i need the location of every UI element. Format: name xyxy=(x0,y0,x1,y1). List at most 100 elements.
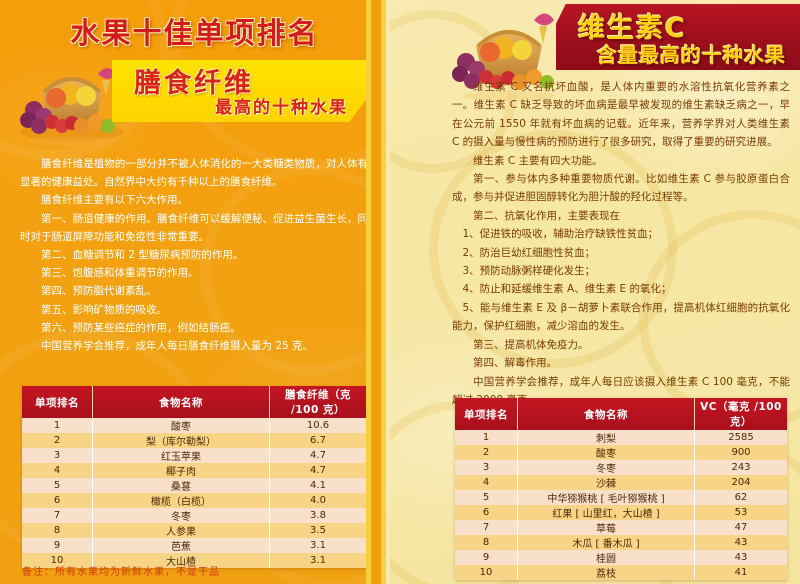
paragraph: 第一、肠道健康的作用。膳食纤维可以缓解便秘、促进益生菌生长，同时对于肠道屏障功能… xyxy=(20,212,368,243)
paragraph: 第二、血糖调节和 2 型糖尿病预防的作用。 xyxy=(41,249,244,262)
cell-food: 木瓜 [ 番木瓜 ] xyxy=(517,535,695,550)
cell-value: 10.6 xyxy=(269,418,366,433)
cell-rank: 3 xyxy=(455,460,518,475)
paragraph: 第四、解毒作用。 xyxy=(473,357,557,370)
cell-value: 900 xyxy=(694,445,787,460)
fruit-basket-image-left xyxy=(20,68,124,146)
left-body-text: 膳食纤维是植物的一部分并不被人体消化的一大类糖类物质，对人体有显著的健康益处。自… xyxy=(20,155,368,355)
cell-rank: 8 xyxy=(455,535,518,550)
cell-value: 53 xyxy=(694,505,787,520)
table-row: 9 芭蕉 3.1 xyxy=(22,538,366,553)
paragraph: 维生素 C 又名抗坏血酸，是人体内重要的水溶性抗氧化营养素之一。维生素 C 缺乏… xyxy=(452,81,790,149)
cell-rank: 9 xyxy=(455,550,518,565)
table-row: 6 橄榄（白榄） 4.0 xyxy=(22,493,366,508)
cell-value: 6.7 xyxy=(269,433,366,448)
column-header-food: 食物名称 xyxy=(92,386,270,418)
cell-food: 人参果 xyxy=(92,523,270,538)
paragraph: 第六、预防某些癌症的作用，例如结肠癌。 xyxy=(41,321,241,334)
paragraph: 2、防治巨幼红细胞性贫血； xyxy=(462,246,596,259)
cell-food: 冬枣 xyxy=(517,460,695,475)
vitamin-c-table: 单项排名 食物名称 VC（毫克 /100 克） 1 刺梨 2585 2 酸枣 900 3… xyxy=(455,398,787,580)
column-header-value: 膳食纤维（克 /100 克） xyxy=(269,386,366,418)
cell-food: 红果 [ 山里红，大山楂 ] xyxy=(517,505,695,520)
column-header-rank: 单项排名 xyxy=(22,386,93,418)
column-header-food: 食物名称 xyxy=(517,398,695,430)
cell-rank: 2 xyxy=(455,445,518,460)
cell-food: 沙棘 xyxy=(517,475,695,490)
table-row: 5 桑葚 4.1 xyxy=(22,478,366,493)
cell-rank: 9 xyxy=(22,538,93,553)
right-ribbon-title: 维生素C xyxy=(578,13,687,44)
paragraph: 中国营养学会推荐，成年人每日膳食纤维摄入量为 25 克。 xyxy=(41,340,314,353)
table-row: 10 荔枝 41 xyxy=(455,565,787,580)
cell-value: 47 xyxy=(694,520,787,535)
cell-food: 草莓 xyxy=(517,520,695,535)
fruit-basket-image-right xyxy=(452,13,555,101)
cell-food: 冬枣 xyxy=(92,508,270,523)
cell-value: 4.1 xyxy=(269,478,366,493)
column-header-value: VC（毫克 /100 克） xyxy=(694,398,787,430)
cell-food: 中华猕猴桃 [ 毛叶猕猴桃 ] xyxy=(517,490,695,505)
table-row: 3 冬枣 243 xyxy=(455,460,787,475)
left-table-footnote: 备注：所有水果均为新鲜水果，不是干品 xyxy=(22,567,220,578)
table-row: 2 梨（库尔勒梨） 6.7 xyxy=(22,433,366,448)
right-ribbon-subtitle: 含量最高的十种水果 xyxy=(597,43,786,67)
cell-rank: 2 xyxy=(22,433,93,448)
cell-rank: 4 xyxy=(455,475,518,490)
table-header-row: 单项排名 食物名称 VC（毫克 /100 克） xyxy=(455,398,787,430)
cell-food: 荔枝 xyxy=(517,565,695,580)
cell-value: 4.7 xyxy=(269,463,366,478)
paragraph: 第五、影响矿物质的吸收。 xyxy=(41,303,167,316)
table-row: 1 刺梨 2585 xyxy=(455,430,787,445)
paragraph: 第三、饱腹感和体重调节的作用。 xyxy=(41,267,199,280)
cell-food: 椰子肉 xyxy=(92,463,270,478)
cell-value: 4.7 xyxy=(269,448,366,463)
paragraph: 第二、抗氧化作用，主要表现在 xyxy=(473,209,620,222)
right-ribbon-banner: 维生素C 含量最高的十种水果 xyxy=(556,4,800,70)
cell-food: 大山楂 xyxy=(92,553,270,568)
table-row: 4 沙棘 204 xyxy=(455,475,787,490)
paragraph: 第四、预防脂代谢紊乱。 xyxy=(41,285,157,298)
cell-value: 204 xyxy=(694,475,787,490)
left-ribbon-title: 膳食纤维 xyxy=(134,68,254,99)
cell-food: 红玉苹果 xyxy=(92,448,270,463)
cell-rank: 10 xyxy=(455,565,518,580)
table-row: 5 中华猕猴桃 [ 毛叶猕猴桃 ] 62 xyxy=(455,490,787,505)
paragraph: 第三、提高机体免疫力。 xyxy=(473,338,589,351)
cell-food: 酸枣 xyxy=(92,418,270,433)
cell-value: 3.1 xyxy=(269,538,366,553)
cell-rank: 10 xyxy=(22,553,93,568)
cell-rank: 4 xyxy=(22,463,93,478)
cell-food: 桂圆 xyxy=(517,550,695,565)
dietary-fiber-table: 单项排名 食物名称 膳食纤维（克 /100 克） 1 酸枣 10.6 2 梨（库尔勒梨… xyxy=(22,386,366,568)
table-row: 7 冬枣 3.8 xyxy=(22,508,366,523)
cell-food: 刺梨 xyxy=(517,430,695,445)
poster-main-title: 水果十佳单项排名 xyxy=(70,16,319,50)
cell-food: 橄榄（白榄） xyxy=(92,493,270,508)
left-panel: 水果十佳单项排名 xyxy=(0,0,389,584)
paragraph: 5、能与维生素 E 及 β－胡萝卜素联合作用，提高机体红细胞的抗氧化能力，保护红… xyxy=(452,301,790,333)
paragraph: 3、预防动脉粥样硬化发生； xyxy=(462,265,596,278)
cell-rank: 1 xyxy=(22,418,93,433)
table-row: 8 木瓜 [ 番木瓜 ] 43 xyxy=(455,535,787,550)
cell-value: 62 xyxy=(694,490,787,505)
table-row: 1 酸枣 10.6 xyxy=(22,418,366,433)
table-row: 8 人参果 3.5 xyxy=(22,523,366,538)
table-row: 3 红玉苹果 4.7 xyxy=(22,448,366,463)
cell-rank: 7 xyxy=(455,520,518,535)
table-row: 7 草莓 47 xyxy=(455,520,787,535)
table-row: 10 大山楂 3.1 xyxy=(22,553,366,568)
cell-value: 43 xyxy=(694,550,787,565)
cell-value: 4.0 xyxy=(269,493,366,508)
cell-value: 43 xyxy=(694,535,787,550)
right-body-text: 维生素 C 又名抗坏血酸，是人体内重要的水溶性抗氧化营养素之一。维生素 C 缺乏… xyxy=(452,78,790,409)
table-row: 2 酸枣 900 xyxy=(455,445,787,460)
table-row: 6 红果 [ 山里红，大山楂 ] 53 xyxy=(455,505,787,520)
cell-rank: 7 xyxy=(22,508,93,523)
paragraph: 维生素 C 主要有四大功能。 xyxy=(473,154,603,167)
cell-rank: 5 xyxy=(455,490,518,505)
cell-rank: 5 xyxy=(22,478,93,493)
cell-rank: 1 xyxy=(455,430,518,445)
paragraph: 膳食纤维是植物的一部分并不被人体消化的一大类糖类物质，对人体有显著的健康益处。自… xyxy=(20,158,368,189)
paragraph: 第一、参与体内多种重要物质代谢。比如维生素 C 参与胶原蛋白合成，参与并促进胆固… xyxy=(452,173,790,204)
